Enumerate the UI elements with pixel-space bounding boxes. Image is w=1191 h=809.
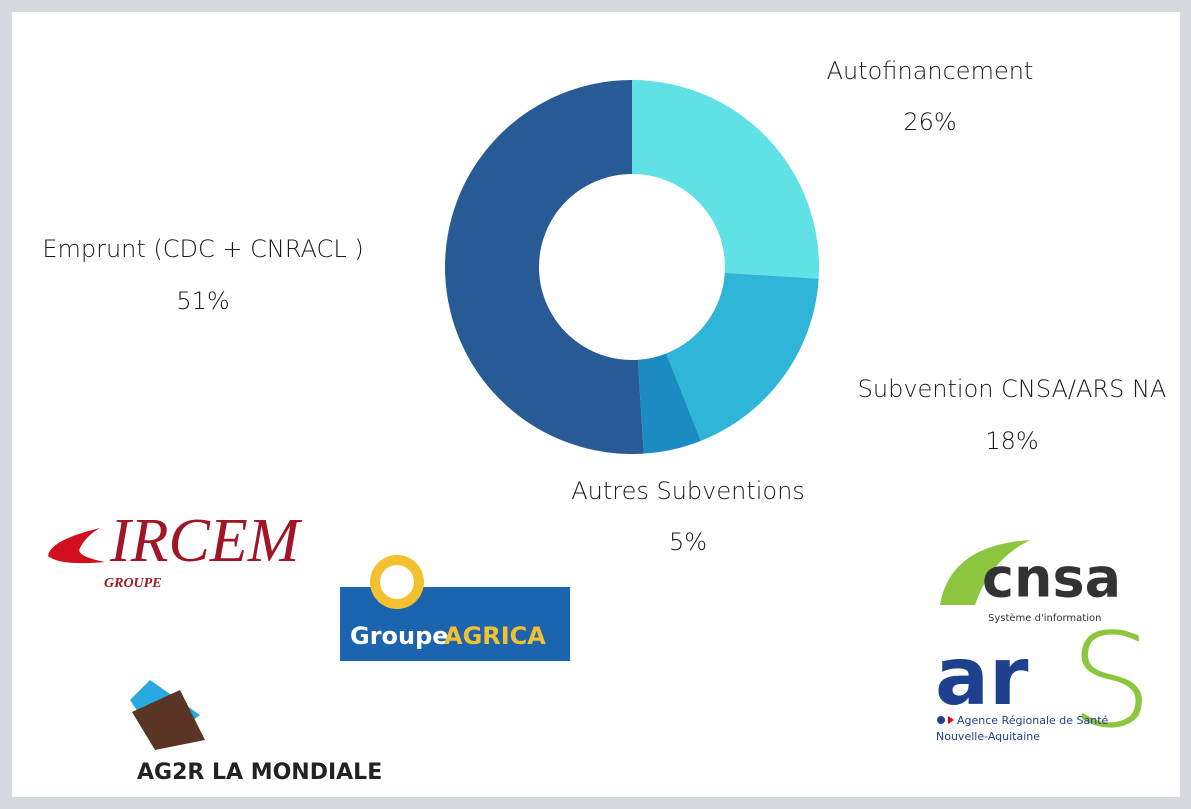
- ars-arrow: [948, 716, 954, 724]
- slice: [637, 353, 701, 454]
- cnsa-arc: [940, 540, 1030, 605]
- slice: [632, 80, 819, 279]
- ircem-sub: GROUPE: [104, 576, 162, 591]
- slice-label: Subvention CNSA/ARS NA: [858, 375, 1167, 403]
- slice-value-label: 51%: [176, 287, 229, 315]
- ars-name: ar: [935, 630, 1029, 723]
- ag2r-brown: [132, 690, 205, 750]
- ircem-swoosh: [48, 528, 105, 564]
- ars-dot: [937, 716, 945, 724]
- slice: [666, 272, 819, 441]
- agrica-name: Groupe: [350, 622, 449, 650]
- slice-label: Autres Subventions: [571, 477, 805, 505]
- slice-value-label: 18%: [985, 427, 1038, 455]
- ars-s: S: [1070, 605, 1153, 757]
- slice-label: Autofinancement: [827, 57, 1034, 85]
- ircem-name: IRCEM: [109, 507, 303, 575]
- slice: [445, 80, 644, 454]
- ircem-logo: IRCEM GROUPE: [48, 507, 303, 591]
- donut: [445, 80, 819, 454]
- slice-value-label: 26%: [903, 108, 956, 136]
- cnsa-name: cnsa: [982, 547, 1121, 610]
- ars-line2: Nouvelle-Aquitaine: [936, 730, 1040, 743]
- ag2r-logo: AG2R LA MONDIALE: [130, 680, 382, 785]
- cnsa-logo: cnsa Système d'information: [940, 540, 1121, 624]
- ag2r-name: AG2R LA MONDIALE: [137, 760, 382, 785]
- ars-line1: Agence Régionale de Santé: [957, 714, 1109, 727]
- slice-label: Emprunt (CDC + CNRACL ): [42, 235, 363, 263]
- agrica-accent: AGRICA: [444, 622, 546, 650]
- cnsa-sub: Système d'information: [988, 612, 1101, 624]
- agrica-sun-inner: [380, 565, 414, 599]
- ars-logo: ar S Agence Régionale de Santé Nouvelle-…: [935, 605, 1153, 757]
- slice-value-label: 5%: [669, 528, 707, 556]
- agrica-logo: Groupe AGRICA: [340, 555, 570, 661]
